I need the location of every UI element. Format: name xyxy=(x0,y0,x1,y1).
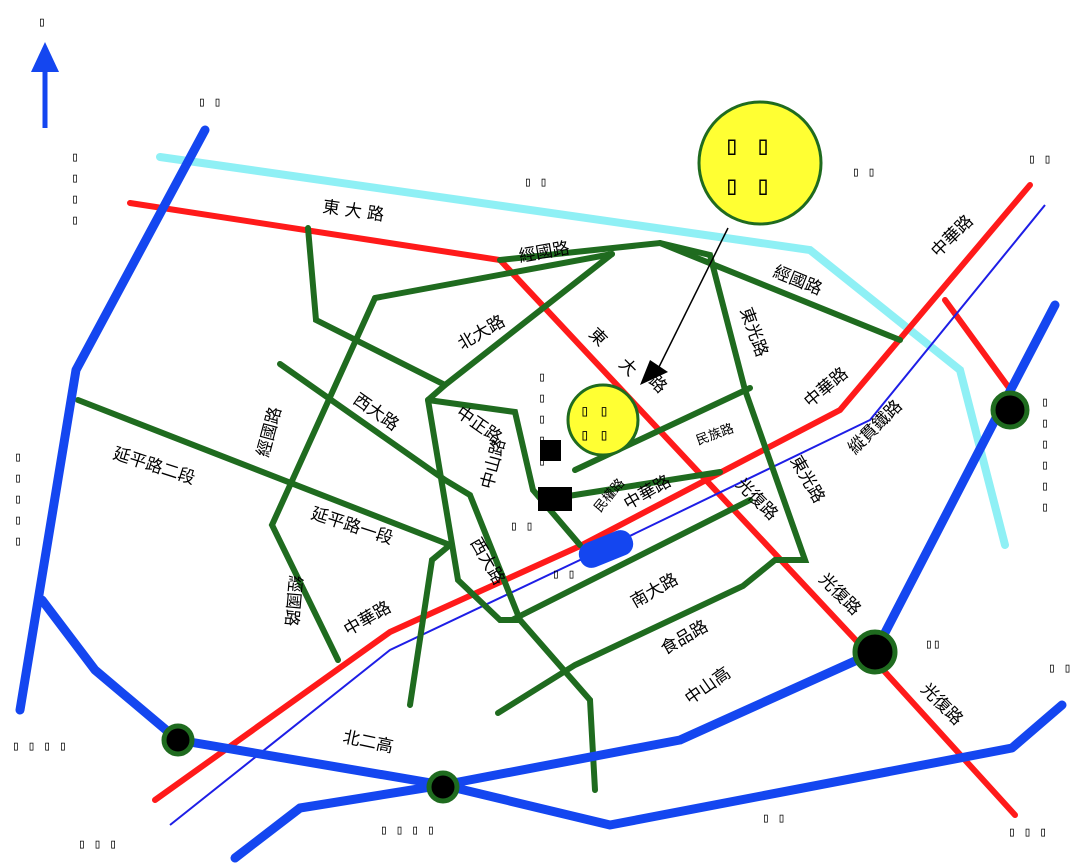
vertical-label: ▯▯▯▯ xyxy=(68,150,83,234)
train-station-icon xyxy=(578,530,634,568)
road-label: 大 xyxy=(614,354,640,380)
vertical-label: ▯▯▯▯▯ xyxy=(535,370,550,475)
place-label: ▯ ▯ xyxy=(852,165,875,180)
landmark-square xyxy=(538,487,572,511)
local-roads xyxy=(75,225,903,793)
railway-line xyxy=(169,204,1046,826)
road-label: 東光路 xyxy=(786,453,829,507)
vertical-label: ▯▯▯▯▯▯ xyxy=(1038,395,1053,521)
callout-small: ▯ ▯ ▯ ▯ xyxy=(566,383,640,457)
place-label: ▯ ▯ xyxy=(762,811,785,826)
callout-small-line2: ▯ ▯ xyxy=(580,425,609,444)
road-label: 經國路 xyxy=(770,262,825,300)
road-label: 南大路 xyxy=(628,570,682,613)
road-label: 延平路一段 xyxy=(308,504,395,549)
place-label: ▯ ▯ ▯ xyxy=(78,837,117,852)
north-label: ▯ xyxy=(38,15,46,30)
place-label: ▯ ▯ ▯ ▯ xyxy=(380,823,435,838)
road-label: 民族路 xyxy=(694,420,736,448)
landmark-square xyxy=(540,440,561,461)
place-label: ▯ ▯ ▯ ▯ xyxy=(12,739,67,754)
road-label: 中山路 xyxy=(478,437,511,491)
road-label: 東光路 xyxy=(735,305,771,360)
road-label: 中山高 xyxy=(681,663,734,709)
road-label: 西大路 xyxy=(466,535,509,589)
place-label: ▯ ▯ xyxy=(1028,152,1051,167)
callout-large-line1: ▯ ▯ xyxy=(724,131,771,161)
road-label: 北二高 xyxy=(341,727,395,757)
road-label: 東 xyxy=(584,324,610,350)
place-label: ▯ ▯ ▯ xyxy=(1008,825,1047,840)
place-label: ▯ ▯ xyxy=(1048,661,1071,676)
vertical-label: ▯▯ xyxy=(925,637,941,652)
road-label: 經國路 xyxy=(281,575,305,628)
place-labels: ▯ ▯ ▯ ▯ ▯ ▯ ▯ ▯ ▯ ▯ ▯ ▯ ▯ ▯ ▯ ▯ ▯ ▯ ▯ ▯ … xyxy=(12,95,1071,852)
callout-large-line2: ▯ ▯ xyxy=(724,171,771,201)
interchange-nodes xyxy=(161,390,1030,804)
callout-small-line1: ▯ ▯ xyxy=(580,401,609,420)
place-label: ▯ ▯ xyxy=(552,567,575,582)
expressway-line xyxy=(156,153,1009,549)
vertical-label: ▯▯▯▯▯ xyxy=(11,450,26,555)
road-label: 北大路 xyxy=(455,312,509,355)
place-label: ▯ ▯ xyxy=(198,95,221,110)
road-label: 經國路 xyxy=(254,405,287,459)
place-label: ▯ ▯ xyxy=(510,519,533,534)
callout-large: ▯ ▯ ▯ ▯ xyxy=(697,100,823,226)
place-label: ▯ ▯ xyxy=(524,175,547,190)
north-arrow-icon xyxy=(31,42,59,128)
callout-arrow-icon xyxy=(640,227,729,385)
road-label: 東 大 路 xyxy=(321,197,385,225)
road-label: 光復路 xyxy=(916,679,966,729)
road-label: 延平路二段 xyxy=(110,444,197,489)
vertical-labels: ▯▯▯▯ ▯▯▯▯▯ ▯▯▯▯▯ ▯▯▯▯▯▯ ▯▯ xyxy=(11,150,1053,652)
road-label: 光復路 xyxy=(814,569,864,619)
